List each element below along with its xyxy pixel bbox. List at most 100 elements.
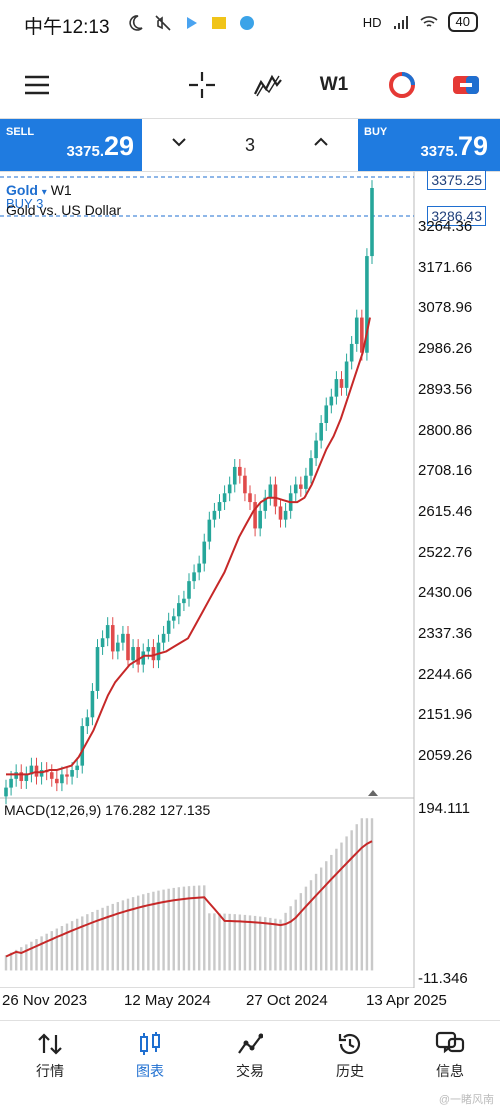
- macd-bar: [228, 913, 231, 971]
- macd-bar: [274, 918, 277, 971]
- symbol-dropdown-icon: ▾: [41, 187, 47, 198]
- macd-bar: [218, 913, 221, 971]
- candle-body: [105, 625, 110, 639]
- volume-value[interactable]: 3: [244, 135, 255, 155]
- timeframe-button[interactable]: W1: [316, 66, 352, 104]
- nav-chart-label: 图表: [136, 1063, 164, 1079]
- macd-bar: [192, 885, 196, 971]
- macd-bar: [208, 913, 211, 971]
- price-chart[interactable]: [0, 172, 500, 988]
- scroll-marker-icon[interactable]: [368, 790, 378, 796]
- candle-body: [166, 620, 171, 634]
- candle-body: [141, 651, 146, 665]
- macd-bar: [319, 867, 323, 971]
- candle-body: [49, 772, 54, 779]
- macd-bar: [213, 913, 216, 971]
- chart-area[interactable]: Gold ▾ W1 BUY 3 Gold vs. US Dollar 3375.…: [0, 170, 500, 1009]
- current-price-tag: 3375.25: [427, 170, 486, 190]
- candle-body: [100, 638, 105, 648]
- macd-bar: [370, 818, 374, 971]
- crosshair-button[interactable]: [186, 66, 218, 104]
- macd-bar: [91, 911, 94, 971]
- indicator-icon: [254, 74, 282, 97]
- candle-body: [85, 717, 90, 727]
- nav-messages[interactable]: 信息: [400, 1021, 500, 1111]
- price-axis-label: 2059.26: [418, 747, 473, 765]
- macd-bar: [289, 906, 292, 971]
- candle-body: [283, 510, 288, 520]
- buy-button[interactable]: BUY 3375. 79: [358, 119, 500, 171]
- candle-body: [161, 633, 166, 643]
- wifi-icon: [419, 16, 438, 27]
- macd-bar: [187, 886, 191, 971]
- price-axis-label: 2800.86: [418, 421, 473, 439]
- symbol-timeframe: W1: [50, 182, 72, 198]
- macd-bar: [203, 885, 206, 971]
- macd-bar: [294, 899, 297, 971]
- chart-icon: [140, 1032, 160, 1055]
- volume-increase-button[interactable]: [312, 133, 330, 156]
- macd-bar: [81, 916, 84, 971]
- candle-body: [238, 466, 242, 476]
- menu-button[interactable]: [22, 66, 52, 104]
- broker-logo-button[interactable]: [386, 66, 418, 104]
- macd-min-label: -11.346: [418, 970, 468, 987]
- candle-body: [90, 690, 95, 718]
- macd-bar: [14, 949, 18, 971]
- candle-body: [110, 625, 115, 652]
- volume-decrease-button[interactable]: [170, 133, 188, 156]
- signal-icon: HD: [362, 14, 382, 30]
- macd-bar: [142, 894, 145, 971]
- symbol-header[interactable]: Gold ▾ W1: [6, 182, 72, 198]
- macd-bar: [106, 905, 109, 971]
- macd-bar: [279, 919, 282, 971]
- candle-body: [212, 510, 217, 520]
- candle-body: [182, 598, 186, 604]
- macd-bar: [197, 885, 201, 971]
- candle-body: [29, 765, 34, 775]
- macd-bar: [248, 915, 252, 971]
- price-axis-label: 3171.66: [418, 258, 473, 276]
- candle-body: [314, 440, 318, 459]
- macd-bar: [30, 941, 33, 971]
- macd-bar: [258, 916, 262, 971]
- price-axis-label: 3078.96: [418, 299, 473, 317]
- date-label-2: 12 May 2024: [124, 992, 211, 1009]
- macd-bar: [25, 944, 28, 971]
- macd-bar: [70, 921, 74, 971]
- sell-button[interactable]: SELL 3375. 29: [0, 119, 142, 171]
- hamburger-icon: [25, 75, 49, 95]
- chevron-down-icon: [172, 138, 186, 147]
- nav-chart[interactable]: 图表: [100, 1021, 200, 1111]
- macd-bar: [101, 907, 104, 971]
- nav-quotes[interactable]: 行情: [0, 1021, 100, 1111]
- candle-body: [146, 647, 151, 652]
- candle-body: [60, 774, 64, 784]
- macd-bar: [253, 915, 257, 971]
- candle-body: [14, 772, 18, 779]
- macd-bar: [35, 939, 38, 971]
- macd-max-label: 194.111: [418, 800, 470, 817]
- nav-trade[interactable]: 交易: [200, 1021, 300, 1111]
- macd-bar: [136, 895, 140, 971]
- macd-bar: [167, 888, 170, 971]
- candle-body: [344, 361, 349, 388]
- macd-bar: [40, 936, 43, 971]
- candle-body: [116, 642, 120, 652]
- price-axis-label: 2615.46: [418, 502, 473, 520]
- status-time: 中午12:13: [24, 17, 110, 38]
- macd-bar: [350, 830, 353, 971]
- candle-body: [273, 484, 278, 507]
- trade-button[interactable]: [450, 66, 482, 104]
- indicators-button[interactable]: [252, 66, 284, 104]
- candle-body: [9, 778, 13, 788]
- candle-body: [243, 475, 247, 494]
- nav-history-label: 历史: [336, 1063, 364, 1079]
- nav-history[interactable]: 历史: [300, 1021, 400, 1111]
- macd-bar: [340, 842, 343, 971]
- telegram-icon: [240, 16, 254, 30]
- price-axis-label: 3264.36: [418, 218, 473, 235]
- date-label-4: 13 Apr 2025: [366, 992, 447, 1009]
- macd-bar: [299, 893, 303, 971]
- broker-logo-icon: [389, 72, 415, 98]
